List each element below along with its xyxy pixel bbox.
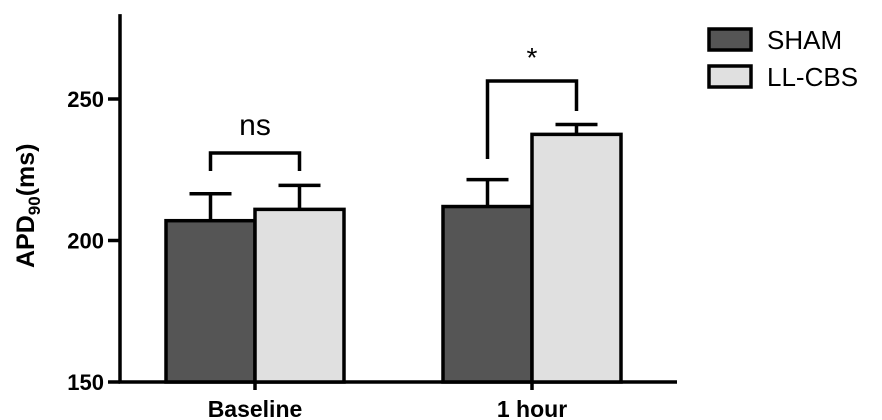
bar-ll-cbs-1 xyxy=(530,132,623,384)
y-axis-label: APD90(ms) xyxy=(12,143,44,268)
significance-bracket-0 xyxy=(208,151,302,171)
bar-ll-cbs-0 xyxy=(253,207,346,384)
legend-swatch-sham xyxy=(707,27,753,52)
bars xyxy=(164,122,623,384)
bar-sham-1 xyxy=(441,204,534,384)
x-tick-label: 1 hour xyxy=(497,396,567,420)
significance-brackets: ns * xyxy=(208,42,579,171)
x-tick-label: Baseline xyxy=(208,396,303,420)
legend-label-ll-cbs: LL-CBS xyxy=(767,62,858,92)
legend-label-sham: SHAM xyxy=(767,25,842,55)
significance-label-0: ns xyxy=(239,109,271,142)
y-tick-label: 200 xyxy=(67,229,104,254)
y-tick-label: 150 xyxy=(67,370,104,395)
legend-swatch-ll-cbs xyxy=(707,64,753,89)
bar-sham-0 xyxy=(164,218,257,384)
legend: SHAM LL-CBS xyxy=(707,25,858,92)
significance-bracket-1 xyxy=(485,79,579,159)
y-tick-label: 250 xyxy=(67,87,104,112)
significance-label-1: * xyxy=(527,42,538,73)
